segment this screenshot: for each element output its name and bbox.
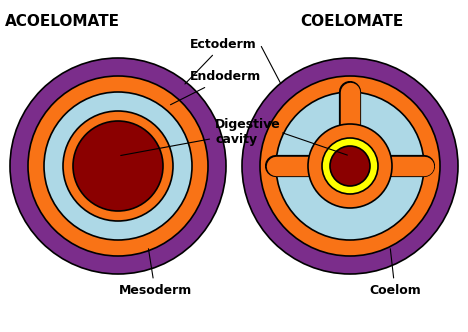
Text: Ectoderm: Ectoderm — [185, 38, 257, 84]
Text: Endoderm: Endoderm — [170, 70, 261, 105]
Text: Coelom: Coelom — [369, 249, 421, 296]
Text: Digestive
cavity: Digestive cavity — [121, 118, 281, 155]
Circle shape — [28, 76, 208, 256]
Text: ACOELOMATE: ACOELOMATE — [5, 14, 120, 29]
Text: Mesoderm: Mesoderm — [118, 249, 191, 296]
Circle shape — [322, 138, 378, 194]
Circle shape — [242, 58, 458, 274]
Text: COELOMATE: COELOMATE — [300, 14, 403, 29]
Circle shape — [276, 92, 424, 240]
Circle shape — [330, 146, 370, 186]
Circle shape — [260, 76, 440, 256]
Circle shape — [308, 124, 392, 208]
Circle shape — [10, 58, 226, 274]
Circle shape — [73, 121, 163, 211]
Circle shape — [44, 92, 192, 240]
Circle shape — [63, 111, 173, 221]
